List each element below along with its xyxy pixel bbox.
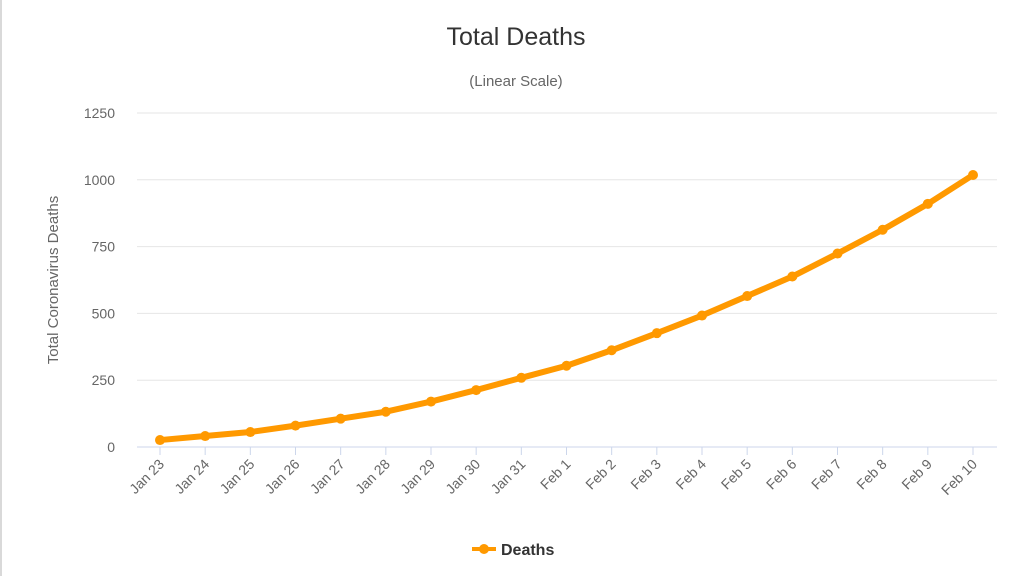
data-point[interactable]	[471, 385, 482, 396]
legend-label[interactable]: Deaths	[501, 542, 554, 559]
y-tick-label: 0	[107, 439, 115, 455]
data-point[interactable]	[832, 248, 843, 259]
x-tick-label: Feb 1	[537, 456, 574, 493]
x-tick-label: Feb 9	[898, 456, 935, 493]
x-tick-label: Feb 4	[672, 456, 709, 493]
y-tick-label: 250	[92, 372, 116, 388]
data-point[interactable]	[380, 406, 391, 417]
data-point[interactable]	[922, 198, 933, 209]
data-point[interactable]	[787, 271, 798, 282]
chart-subtitle: (Linear Scale)	[469, 73, 562, 90]
x-tick-label: Feb 7	[808, 456, 845, 493]
x-tick-label: Feb 5	[718, 456, 755, 493]
y-axis-ticks: 0 250 500 750 1000 1250	[84, 105, 115, 455]
data-point[interactable]	[200, 431, 211, 442]
gridlines	[137, 112, 997, 448]
data-point[interactable]	[155, 435, 165, 446]
series-layer	[155, 169, 978, 446]
x-tick-label: Jan 29	[397, 456, 438, 497]
data-point[interactable]	[742, 291, 753, 302]
x-tick-label: Feb 3	[627, 456, 664, 493]
data-point[interactable]	[697, 310, 707, 321]
x-tick-label: Jan 25	[216, 456, 257, 497]
legend[interactable]: Deaths	[472, 542, 554, 559]
y-tick-label: 1000	[84, 172, 115, 188]
data-point[interactable]	[877, 224, 888, 235]
data-point[interactable]	[516, 372, 527, 383]
y-tick-label: 750	[92, 239, 116, 255]
data-point[interactable]	[290, 420, 301, 431]
x-tick-label: Jan 23	[126, 456, 167, 497]
data-point[interactable]	[426, 396, 436, 407]
x-tick-label: Jan 30	[442, 456, 483, 497]
data-point[interactable]	[651, 328, 662, 339]
x-tick-label: Jan 27	[307, 456, 348, 497]
chart-title: Total Deaths	[447, 23, 586, 51]
data-point[interactable]	[335, 413, 346, 424]
x-tick-label: Feb 8	[853, 456, 890, 493]
data-point[interactable]	[561, 360, 572, 371]
x-tick-label: Feb 6	[763, 456, 800, 493]
data-point[interactable]	[968, 169, 978, 180]
x-tick-label: Jan 26	[262, 456, 303, 497]
x-tick-label: Jan 31	[487, 456, 528, 497]
x-tick-label: Jan 24	[171, 456, 212, 497]
y-axis-title: Total Coronavirus Deaths	[45, 196, 62, 364]
data-point[interactable]	[245, 427, 256, 438]
x-tick-label: Feb 10	[938, 456, 980, 498]
data-point[interactable]	[606, 345, 617, 356]
y-tick-label: 1250	[84, 105, 115, 121]
y-tick-label: 500	[92, 305, 116, 321]
legend-marker-symbol	[479, 544, 489, 554]
x-axis-ticks: Jan 23 Jan 24 Jan 25 Jan 26 Jan 27 Jan 28 Jan …	[126, 447, 980, 498]
series-line-deaths[interactable]	[157, 171, 976, 444]
x-tick-label: Feb 2	[582, 456, 619, 493]
x-tick-label: Jan 28	[352, 456, 393, 497]
